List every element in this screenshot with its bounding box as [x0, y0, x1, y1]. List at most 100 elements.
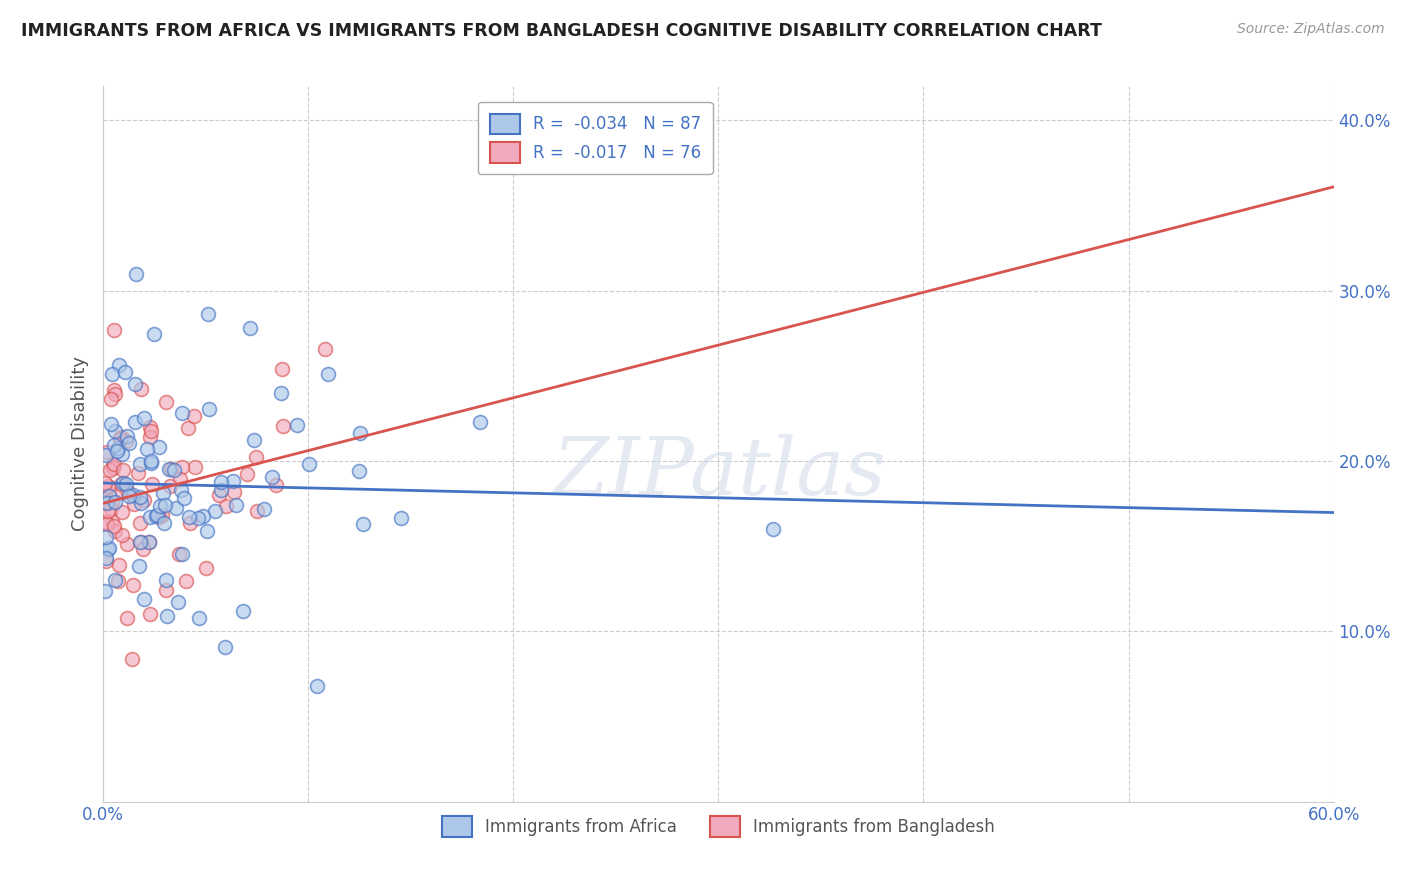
Point — [148, 510, 170, 524]
Point — [204, 504, 226, 518]
Point — [155, 573, 177, 587]
Point — [167, 595, 190, 609]
Point — [141, 477, 163, 491]
Point — [103, 459, 125, 474]
Text: IMMIGRANTS FROM AFRICA VS IMMIGRANTS FROM BANGLADESH COGNITIVE DISABILITY CORREL: IMMIGRANTS FROM AFRICA VS IMMIGRANTS FRO… — [21, 22, 1102, 40]
Point — [138, 510, 160, 524]
Point — [139, 607, 162, 621]
Point — [183, 459, 205, 474]
Point — [316, 367, 339, 381]
Point — [155, 583, 177, 598]
Point — [170, 460, 193, 475]
Point — [179, 510, 201, 524]
Point — [314, 343, 336, 357]
Point — [179, 516, 201, 530]
Point — [101, 461, 124, 475]
Point — [172, 547, 194, 561]
Point — [112, 475, 135, 490]
Text: ZIPatlas: ZIPatlas — [551, 434, 886, 511]
Point — [389, 511, 412, 525]
Point — [104, 524, 127, 539]
Point — [103, 457, 125, 471]
Point — [195, 560, 218, 574]
Point — [152, 516, 174, 530]
Point — [173, 491, 195, 505]
Point — [115, 611, 138, 625]
Point — [142, 327, 165, 342]
Point — [156, 608, 179, 623]
Point — [107, 574, 129, 589]
Point — [124, 497, 146, 511]
Point — [349, 426, 371, 441]
Point — [188, 611, 211, 625]
Point — [245, 450, 267, 465]
Point — [127, 466, 149, 480]
Point — [125, 267, 148, 281]
Point — [225, 498, 247, 512]
Point — [103, 438, 125, 452]
Point — [214, 640, 236, 654]
Point — [139, 424, 162, 438]
Point — [96, 444, 118, 458]
Point — [195, 524, 218, 538]
Point — [159, 478, 181, 492]
Point — [94, 476, 117, 491]
Point — [115, 476, 138, 491]
Point — [246, 504, 269, 518]
Point — [108, 558, 131, 573]
Point — [96, 516, 118, 531]
Point — [96, 554, 118, 568]
Point — [153, 498, 176, 512]
Point — [111, 485, 134, 500]
Point — [104, 573, 127, 587]
Point — [762, 522, 785, 536]
Point — [97, 504, 120, 518]
Point — [139, 456, 162, 470]
Point — [177, 420, 200, 434]
Point — [169, 472, 191, 486]
Point — [187, 511, 209, 525]
Point — [239, 321, 262, 335]
Point — [138, 535, 160, 549]
Point — [232, 604, 254, 618]
Point — [111, 505, 134, 519]
Point — [97, 489, 120, 503]
Point — [107, 441, 129, 455]
Point — [129, 534, 152, 549]
Point — [285, 417, 308, 432]
Point — [132, 493, 155, 508]
Point — [191, 508, 214, 523]
Point — [124, 376, 146, 391]
Point — [96, 551, 118, 566]
Point — [132, 541, 155, 556]
Point — [110, 476, 132, 491]
Point — [101, 514, 124, 528]
Point — [107, 358, 129, 372]
Point — [100, 417, 122, 432]
Point — [207, 488, 229, 502]
Text: Source: ZipAtlas.com: Source: ZipAtlas.com — [1237, 22, 1385, 37]
Point — [129, 457, 152, 471]
Point — [167, 547, 190, 561]
Point — [103, 519, 125, 533]
Point — [209, 475, 232, 489]
Point — [111, 447, 134, 461]
Point — [165, 500, 187, 515]
Point — [134, 411, 156, 425]
Point — [105, 443, 128, 458]
Point — [163, 463, 186, 477]
Point — [172, 406, 194, 420]
Point — [183, 409, 205, 424]
Point — [108, 432, 131, 446]
Point — [117, 485, 139, 500]
Point — [94, 487, 117, 501]
Point — [271, 361, 294, 376]
Point — [174, 574, 197, 588]
Point — [264, 477, 287, 491]
Point — [215, 499, 238, 513]
Point — [118, 436, 141, 450]
Point — [129, 382, 152, 396]
Point — [138, 534, 160, 549]
Point — [117, 428, 139, 442]
Point — [243, 433, 266, 447]
